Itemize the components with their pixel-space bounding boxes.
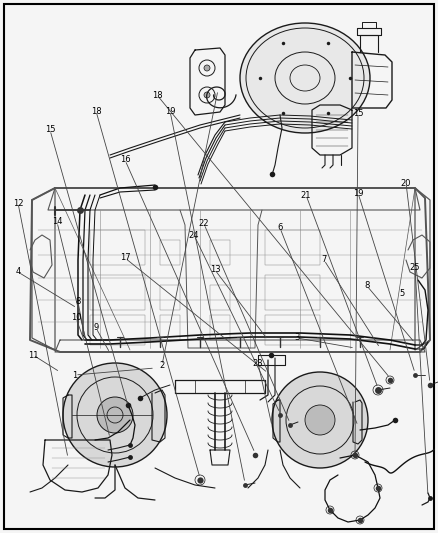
Bar [265, 275, 320, 310]
Text: 7: 7 [321, 255, 327, 264]
Circle shape [204, 65, 210, 71]
Circle shape [204, 92, 210, 98]
Text: 4: 4 [15, 268, 21, 277]
Bar [160, 315, 180, 340]
Text: 17: 17 [120, 254, 131, 262]
Bar [160, 240, 180, 265]
Bar [265, 315, 320, 345]
Text: 25: 25 [410, 262, 420, 271]
Text: 20: 20 [401, 179, 411, 188]
Circle shape [272, 372, 368, 468]
Text: 5: 5 [399, 288, 405, 297]
Text: 2: 2 [159, 360, 165, 369]
Text: 24: 24 [189, 230, 199, 239]
Text: 22: 22 [199, 220, 209, 229]
Text: 3: 3 [294, 334, 300, 343]
Bar [90, 275, 145, 310]
Bar [160, 285, 180, 310]
Text: 15: 15 [353, 109, 363, 117]
Text: 8: 8 [364, 281, 370, 290]
Text: 21: 21 [301, 190, 311, 199]
Text: 19: 19 [353, 189, 363, 198]
Text: 19: 19 [165, 107, 175, 116]
Text: 11: 11 [28, 351, 38, 359]
Text: 18: 18 [91, 107, 101, 116]
Text: 1: 1 [72, 370, 78, 379]
Text: 15: 15 [45, 125, 55, 134]
Text: 16: 16 [120, 156, 131, 165]
Bar [210, 240, 230, 265]
Text: 9: 9 [93, 324, 99, 333]
Circle shape [305, 405, 335, 435]
Bar [90, 230, 145, 265]
Text: 12: 12 [13, 198, 23, 207]
Text: 8: 8 [75, 297, 81, 306]
Text: 10: 10 [71, 313, 81, 322]
Bar [210, 315, 230, 340]
Text: 23: 23 [253, 359, 263, 367]
Text: 18: 18 [152, 91, 162, 100]
Circle shape [97, 397, 133, 433]
Circle shape [63, 363, 167, 467]
Bar [210, 285, 230, 310]
Text: 13: 13 [210, 265, 220, 274]
Text: 6: 6 [277, 223, 283, 232]
Bar [265, 230, 320, 265]
Bar [90, 315, 145, 345]
Text: 14: 14 [52, 217, 62, 227]
Ellipse shape [240, 23, 370, 133]
